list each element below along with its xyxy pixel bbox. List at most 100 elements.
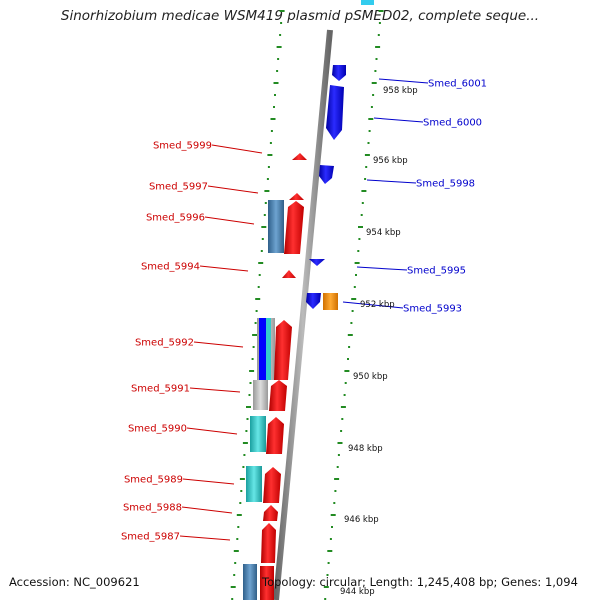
leader-line [366,179,417,184]
gene-label-smed-5999[interactable]: Smed_5999 [153,141,212,152]
gc-dot [267,166,270,168]
cds-smed-5994[interactable] [282,270,296,278]
cds-bottom-b[interactable] [260,566,274,600]
cds-smed-5999[interactable] [292,153,307,160]
gene-label-smed-5997[interactable]: Smed_5997 [149,182,208,193]
cds-smed-5992-b[interactable] [259,318,266,380]
cds-smed-5995[interactable] [309,259,325,266]
gene-label-smed-5993[interactable]: Smed_5993 [403,304,462,315]
gc-dot [267,154,273,156]
gc-dot [239,478,245,480]
cds-smed-5989-a[interactable] [246,466,262,502]
gc-dot [368,118,374,120]
tick-label: 948 kbp [348,444,383,454]
gc-dot [351,310,354,312]
gc-dot [280,22,283,24]
gc-dot [266,178,269,180]
cds-smed-6001[interactable] [332,65,346,81]
cds-smed-5992-d[interactable] [274,320,292,380]
gc-dot [255,310,258,312]
gene-label-smed-5987[interactable]: Smed_5987 [121,532,180,543]
gc-dot [252,334,258,336]
leader-line [342,301,404,309]
cds-smed-6000[interactable] [326,85,344,140]
gc-dot [248,394,251,396]
gc-dot [260,250,263,252]
gc-dot [364,178,367,180]
leader-line [189,387,241,393]
gc-dot [341,418,344,420]
tick-label: 958 kbp [383,86,418,96]
leader-line [179,535,231,541]
cds-smed-5993-b[interactable] [323,293,338,310]
gc-dot [334,478,340,480]
cds-smed-5992-c[interactable] [266,318,271,380]
gc-dot [344,370,350,372]
cds-smed-5996-b[interactable] [284,201,304,254]
gc-dot [255,298,261,300]
cds-smed-5987[interactable] [261,523,276,563]
gene-label-smed-5998[interactable]: Smed_5998 [416,179,475,190]
gc-dot [358,238,361,240]
cds-smed-5996-a[interactable] [268,200,284,253]
tick-label: 946 kbp [344,515,379,525]
gc-dot [330,514,336,516]
gc-dot [264,202,267,204]
gc-dot [270,130,273,132]
gc-dot [233,574,236,576]
cds-smed-5993-a[interactable] [306,293,321,309]
accession-text: Accession: NC_009621 [9,575,140,589]
gc-dot [258,262,264,264]
gc-dot [367,142,370,144]
gc-dot [236,538,239,540]
gc-dot [231,598,234,600]
gc-dot [361,202,364,204]
gc-dot [344,382,347,384]
gc-dot [364,154,370,156]
cds-smed-5990-a[interactable] [250,416,266,452]
gc-dot [246,418,249,420]
gc-dot [351,298,357,300]
cds-bottom-a[interactable] [243,564,257,600]
tick-label: 952 kbp [360,300,395,310]
gc-dot [243,454,246,456]
gene-label-smed-5991[interactable]: Smed_5991 [131,384,190,395]
gc-dot [347,358,349,360]
genome-summary: Topology: circular; Length: 1,245,408 bp… [262,575,578,589]
gene-label-smed-5996[interactable]: Smed_5996 [146,213,205,224]
gc-dot [324,598,327,600]
gc-dot [245,430,248,432]
gc-dot [242,442,248,444]
tick-label: 944 kbp [340,587,375,597]
gene-label-smed-5988[interactable]: Smed_5988 [123,503,182,514]
gc-dot [368,130,371,132]
gc-dot [270,118,276,120]
gc-dot [261,226,267,228]
leader-line [186,427,238,435]
gc-dot [263,214,266,216]
gene-label-smed-5995[interactable]: Smed_5995 [407,266,466,277]
gene-label-smed-6000[interactable]: Smed_6000 [423,118,482,129]
cds-smed-5990-b[interactable] [266,417,284,454]
cds-smed-5991-a[interactable] [253,380,268,410]
gc-dot [340,430,343,432]
gene-label-smed-5992[interactable]: Smed_5992 [135,338,194,349]
gc-dot [258,274,261,276]
cds-smed-5998[interactable] [319,165,334,184]
gene-label-smed-5989[interactable]: Smed_5989 [124,475,183,486]
cds-smed-5997[interactable] [289,193,304,200]
gc-track-right [323,10,384,600]
cds-smed-5988[interactable] [263,505,278,521]
cds-smed-5991-b[interactable] [269,380,287,411]
gc-dot [251,358,254,360]
gc-dot [337,442,343,444]
gc-dot [365,166,368,168]
gene-label-smed-5990[interactable]: Smed_5990 [128,424,187,435]
leader-line [378,78,429,84]
gene-label-smed-6001[interactable]: Smed_6001 [428,79,487,90]
gc-dot [343,394,346,396]
cds-smed-5989-b[interactable] [263,467,281,503]
gene-label-smed-5994[interactable]: Smed_5994 [141,262,200,273]
gc-dot [360,214,363,216]
